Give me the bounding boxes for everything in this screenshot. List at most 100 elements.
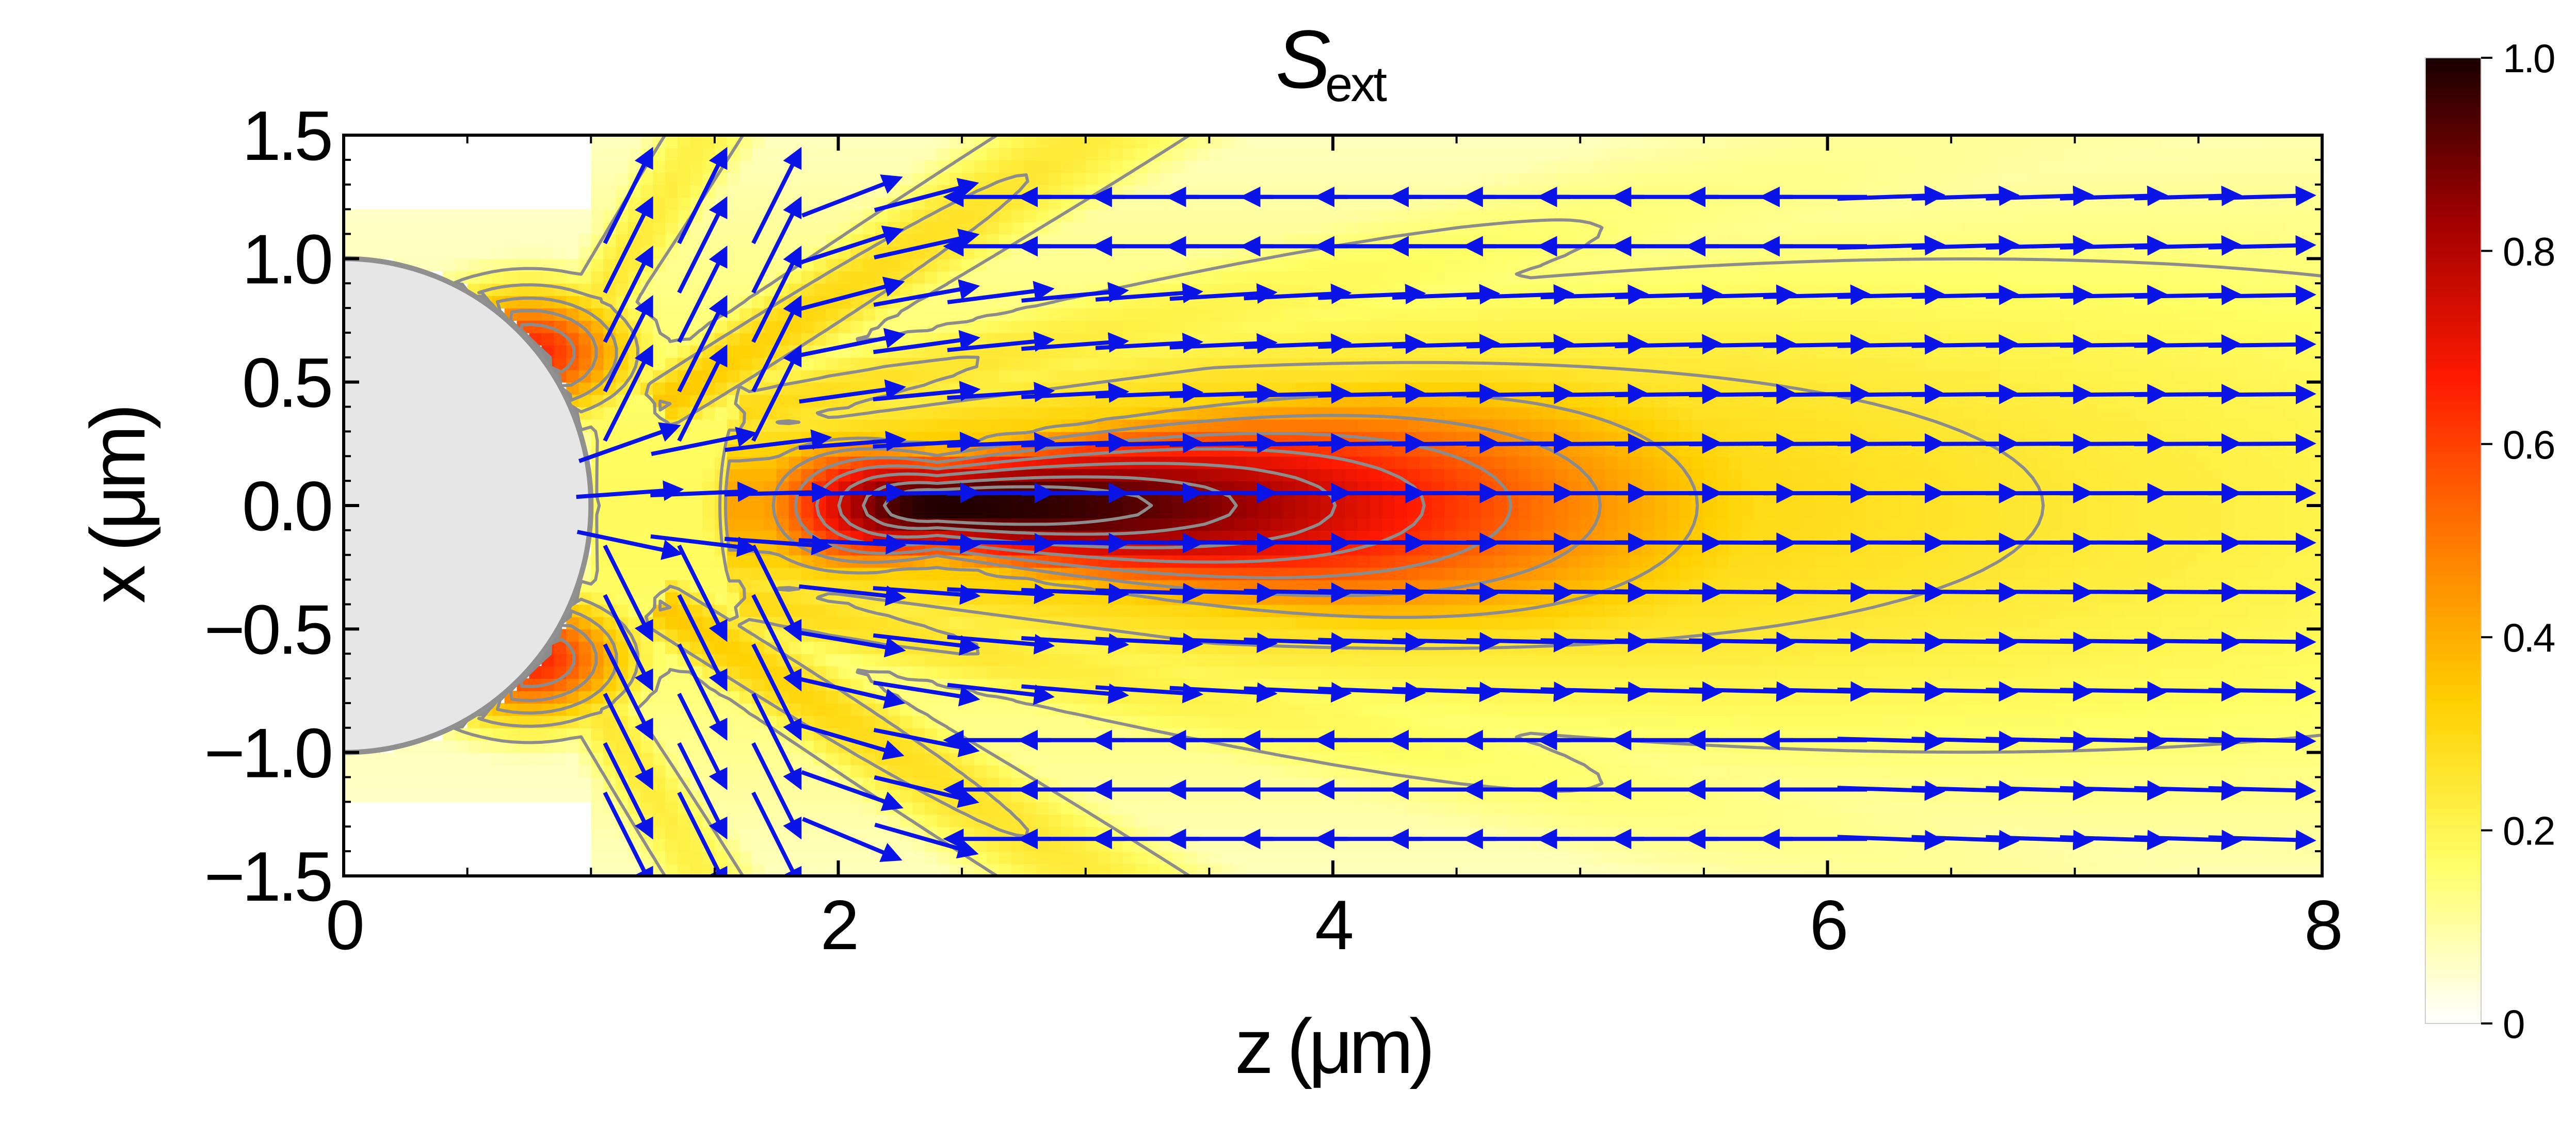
heat-cell (1308, 406, 1322, 420)
heat-cell (591, 814, 604, 827)
heat-cell (1444, 369, 1457, 383)
heat-cell (467, 752, 480, 766)
heat-cell (1160, 654, 1173, 667)
heat-cell (1221, 320, 1235, 333)
heat-cell (1283, 456, 1297, 469)
heat-cell (1259, 666, 1272, 679)
heat-cell (1481, 308, 1494, 321)
heat-cell (1234, 320, 1247, 333)
heat-cell (702, 147, 715, 160)
heat-cell (1221, 159, 1235, 173)
heat-cell (1172, 654, 1185, 667)
heat-cell (430, 740, 443, 753)
heat-cell (1160, 703, 1173, 716)
heat-cell (417, 209, 431, 222)
heat-cell (1085, 666, 1099, 679)
heat-cell (949, 172, 963, 185)
heat-cell (1271, 308, 1284, 321)
heat-cell (1197, 135, 1210, 148)
heat-cell (1333, 209, 1346, 222)
heat-cell (875, 159, 889, 173)
heat-cell (1296, 172, 1309, 185)
heat-cell (1110, 752, 1123, 766)
heat-cell (356, 764, 369, 778)
heat-cell (739, 394, 752, 408)
heat-cell (987, 357, 1000, 370)
heat-cell (1036, 147, 1049, 160)
heat-cell (1394, 654, 1408, 667)
heat-cell (1283, 703, 1297, 716)
heat-cell (1407, 604, 1420, 617)
heat-cell (1023, 666, 1037, 679)
heat-cell (479, 221, 493, 235)
heat-cell (1444, 135, 1457, 148)
heat-cell (1060, 752, 1074, 766)
heat-cell (479, 789, 493, 803)
heat-cell (751, 506, 765, 518)
heat-cell (1531, 703, 1544, 716)
heat-cell (702, 555, 715, 568)
heat-cell (417, 752, 431, 766)
heat-cell (1172, 616, 1185, 630)
heat-cell (1531, 308, 1544, 321)
heat-cell (751, 826, 765, 840)
heat-cell (727, 752, 740, 766)
heat-cell (393, 246, 406, 259)
heat-cell (1184, 147, 1198, 160)
heat-cell (678, 814, 690, 827)
heat-cell (1419, 135, 1432, 148)
heat-cell (813, 135, 827, 148)
heat-cell (1370, 506, 1383, 518)
heat-cell (1048, 851, 1061, 864)
heat-cell (1160, 506, 1173, 518)
heat-cell (653, 567, 666, 580)
heat-cell (1283, 851, 1297, 864)
heat-cell (949, 752, 963, 766)
heat-cell (776, 246, 790, 259)
heat-cell (838, 666, 851, 679)
heat-cell (678, 826, 690, 840)
heat-cell (1333, 851, 1346, 864)
heat-cell (1085, 654, 1099, 667)
heat-cell (1308, 135, 1322, 148)
heat-cell (888, 839, 901, 852)
heat-cell (690, 740, 703, 753)
heat-cell (566, 258, 579, 272)
heat-cell (1296, 506, 1309, 518)
heat-cell (974, 703, 988, 716)
heat-cell (900, 419, 913, 432)
heat-cell (788, 604, 802, 617)
heat-cell (1221, 172, 1235, 185)
heat-cell (1283, 517, 1297, 531)
heat-cell (1060, 406, 1074, 420)
heat-cell (665, 789, 678, 803)
heat-cell (1073, 666, 1086, 679)
heat-cell (727, 172, 740, 185)
heat-cell (368, 789, 381, 803)
heat-cell (628, 555, 641, 568)
heat-cell (1407, 752, 1420, 766)
heat-cell (1147, 209, 1161, 222)
heat-cell (1048, 802, 1061, 815)
heat-cell (838, 641, 851, 655)
heat-cell (1419, 752, 1432, 766)
heat-cell (1036, 258, 1049, 272)
heat-cell (1259, 221, 1272, 235)
heat-cell (1036, 752, 1049, 766)
heat-cell (1135, 764, 1148, 778)
heat-cell (739, 283, 752, 297)
heat-cell (801, 839, 814, 852)
heat-cell (616, 419, 629, 432)
heat-cell (1023, 654, 1037, 667)
heat-cell (616, 456, 629, 469)
heat-cell (826, 654, 839, 667)
heat-cell (925, 419, 938, 432)
heat-cell (1073, 456, 1086, 469)
heat-cell (1221, 517, 1235, 531)
heat-cell (1283, 147, 1297, 160)
heat-cell (1122, 666, 1136, 679)
heat-cell (727, 740, 740, 753)
heat-cell (504, 703, 518, 716)
heat-cell (727, 234, 740, 247)
heat-cell (690, 184, 703, 198)
